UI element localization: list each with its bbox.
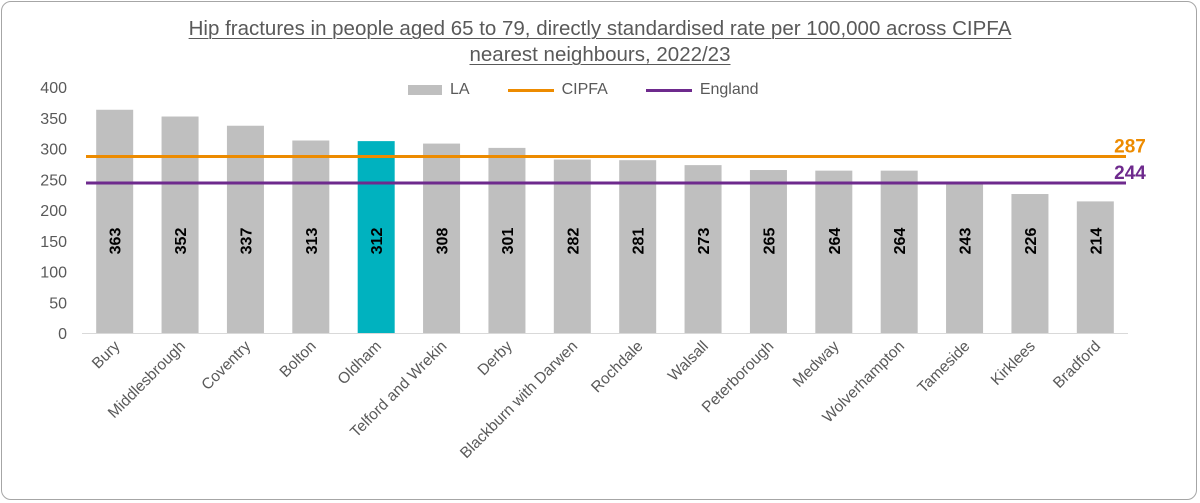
- y-tick-label: 300: [40, 142, 67, 159]
- bar-value-label: 313: [304, 228, 321, 255]
- x-category-label: Bradford: [1050, 338, 1104, 392]
- legend-item-la: LA: [408, 81, 470, 99]
- bar-blackburn-with-darwen: [553, 159, 591, 333]
- chart-title-line-2: nearest neighbours, 2022/23: [469, 43, 731, 66]
- bar-middlesbrough: [161, 116, 199, 334]
- legend-swatch-england: [645, 88, 692, 92]
- x-category-label: Tameside: [914, 338, 973, 397]
- reference-line-label-england: 244: [1114, 163, 1146, 184]
- bar-value-label: 352: [173, 228, 190, 255]
- bar-value-label: 265: [761, 228, 778, 255]
- chart-title-line-1: Hip fractures in people aged 65 to 79, d…: [188, 17, 1012, 40]
- bar-value-label: 312: [369, 228, 386, 255]
- bar-value-label: 308: [435, 228, 452, 255]
- x-category-label: Walsall: [665, 338, 712, 385]
- legend-label-cipfa: CIPFA: [561, 81, 608, 98]
- y-tick-label: 350: [40, 111, 67, 128]
- bar-value-label: 243: [958, 228, 975, 255]
- bar-value-label: 363: [108, 228, 125, 255]
- legend-item-england: England: [645, 81, 759, 99]
- x-category-label: Medway: [790, 338, 843, 391]
- bar-wolverhampton: [880, 170, 918, 333]
- legend-swatch-la: [408, 85, 442, 95]
- legend-swatch-cipfa: [507, 88, 554, 92]
- bar-coventry: [226, 125, 264, 334]
- bar-derby: [488, 147, 526, 333]
- bar-peterborough: [749, 170, 787, 333]
- y-tick-label: 250: [40, 172, 67, 189]
- bar-value-label: 301: [500, 228, 517, 255]
- x-category-label: Derby: [474, 338, 515, 379]
- bar-value-label: 282: [565, 228, 582, 255]
- y-tick-label: 200: [40, 203, 67, 220]
- x-category-label: Coventry: [198, 338, 254, 394]
- bar-medway: [815, 170, 853, 333]
- bar-bolton: [292, 140, 330, 333]
- bar-value-label: 264: [827, 228, 844, 255]
- bar-value-label: 214: [1088, 228, 1105, 255]
- bar-value-label: 281: [631, 228, 648, 255]
- x-category-label: Blackburn with Darwen: [457, 338, 581, 462]
- x-category-label: Rochdale: [588, 338, 646, 396]
- chart-title: Hip fractures in people aged 65 to 79, d…: [0, 16, 1200, 68]
- bar-bury: [96, 109, 134, 333]
- legend-label-la: LA: [450, 81, 470, 98]
- bar-oldham: [357, 141, 395, 333]
- chart-legend: LA CIPFA England: [408, 80, 797, 100]
- y-tick-label: 400: [40, 80, 67, 97]
- bar-rochdale: [619, 160, 657, 333]
- legend-label-england: England: [699, 81, 759, 98]
- y-tick-label: 0: [58, 326, 67, 343]
- x-category-label: Bolton: [277, 338, 320, 381]
- bar-value-label: 273: [696, 228, 713, 255]
- bar-walsall: [684, 165, 722, 333]
- bar-value-label: 337: [238, 228, 255, 255]
- x-category-label: Bury: [89, 338, 124, 373]
- x-category-label: Oldham: [335, 338, 385, 388]
- bar-tameside: [946, 183, 984, 333]
- y-tick-label: 100: [40, 265, 67, 282]
- bar-kirklees: [1011, 194, 1049, 333]
- bar-value-label: 226: [1023, 228, 1040, 255]
- y-tick-label: 50: [49, 295, 67, 312]
- bar-value-label: 264: [892, 228, 909, 255]
- y-tick-label: 150: [40, 234, 67, 251]
- reference-line-label-cipfa: 287: [1114, 136, 1146, 157]
- legend-item-cipfa: CIPFA: [507, 81, 608, 99]
- x-category-label: Kirklees: [988, 338, 1039, 389]
- bar-telford-and-wrekin: [423, 143, 461, 333]
- bar-bradford: [1076, 201, 1114, 333]
